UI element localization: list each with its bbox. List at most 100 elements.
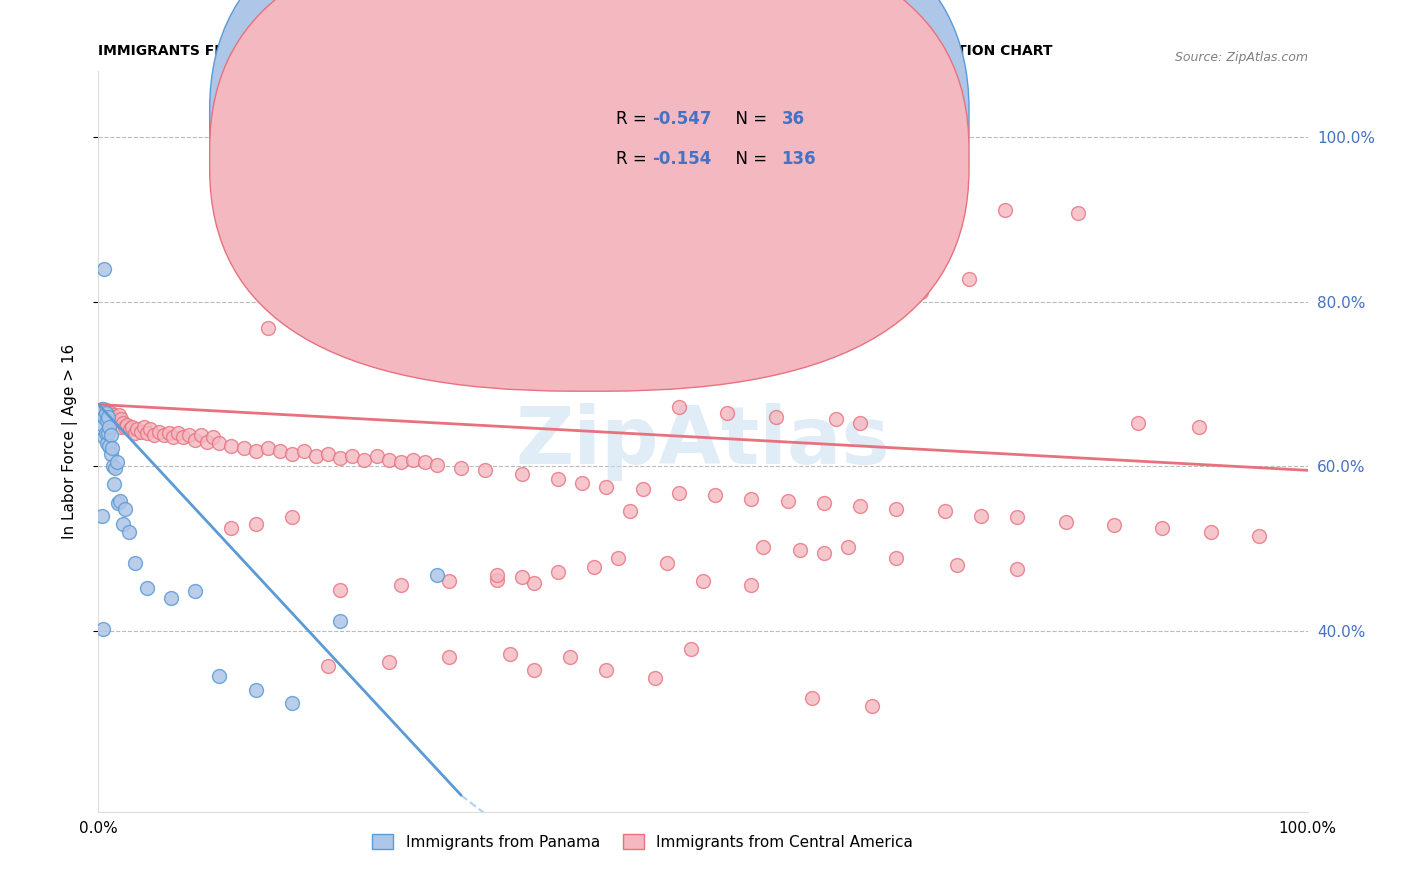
Point: [523, 576, 546, 591]
Point: [523, 663, 546, 677]
Point: [97, 406, 120, 420]
Point: [104, 461, 127, 475]
Point: [510, 570, 533, 584]
Point: [202, 430, 225, 444]
Point: [946, 558, 969, 572]
Point: [329, 450, 352, 465]
Point: [143, 428, 166, 442]
Point: [342, 450, 364, 464]
Point: [668, 485, 690, 500]
Point: [389, 578, 412, 592]
Point: [692, 574, 714, 589]
Point: [232, 441, 254, 455]
Point: [825, 411, 848, 425]
Point: [93, 430, 115, 444]
Point: [124, 556, 146, 570]
Point: [849, 499, 872, 513]
Point: [184, 584, 207, 599]
Point: [281, 696, 304, 710]
Text: -0.154: -0.154: [652, 150, 711, 168]
Point: [498, 647, 520, 661]
Point: [389, 455, 412, 469]
Point: [292, 228, 315, 243]
Point: [91, 622, 114, 636]
Point: [329, 582, 352, 597]
Point: [100, 447, 122, 461]
Point: [103, 477, 125, 491]
Point: [789, 543, 811, 558]
Point: [274, 252, 297, 266]
Point: [631, 482, 654, 496]
Point: [668, 400, 690, 414]
Point: [426, 567, 449, 582]
Point: [450, 461, 472, 475]
FancyBboxPatch shape: [209, 0, 969, 352]
Point: [837, 540, 859, 554]
Point: [100, 428, 122, 442]
Point: [486, 573, 509, 587]
Point: [752, 540, 775, 554]
Point: [108, 419, 131, 434]
Point: [474, 463, 496, 477]
Text: IMMIGRANTS FROM PANAMA VS IMMIGRANTS FROM CENTRAL AMERICA IN LABOR FORCE | AGE >: IMMIGRANTS FROM PANAMA VS IMMIGRANTS FRO…: [98, 44, 1053, 58]
Point: [135, 426, 157, 441]
Point: [118, 524, 141, 539]
Text: ZipAtlas: ZipAtlas: [516, 402, 890, 481]
Point: [124, 426, 146, 441]
Point: [103, 414, 125, 428]
Point: [245, 683, 267, 698]
Point: [583, 559, 606, 574]
Point: [263, 258, 285, 272]
Point: [994, 202, 1017, 217]
Point: [195, 434, 218, 449]
Point: [644, 672, 666, 686]
Point: [111, 417, 134, 431]
Point: [114, 419, 136, 434]
Point: [94, 403, 117, 417]
Point: [316, 447, 339, 461]
Point: [245, 516, 267, 531]
Point: [329, 614, 352, 628]
Point: [281, 510, 304, 524]
Point: [91, 418, 114, 433]
Point: [631, 360, 654, 375]
Point: [104, 409, 127, 424]
Point: [135, 581, 157, 595]
Point: [1007, 562, 1029, 576]
Point: [100, 406, 122, 420]
Point: [595, 663, 617, 677]
Point: [510, 467, 533, 482]
Point: [108, 493, 131, 508]
Point: [595, 480, 617, 494]
Point: [269, 444, 291, 458]
Point: [129, 425, 152, 439]
Point: [292, 444, 315, 458]
Point: [607, 551, 630, 566]
FancyBboxPatch shape: [209, 0, 969, 392]
Point: [789, 237, 811, 252]
Point: [167, 426, 190, 441]
Point: [957, 271, 980, 285]
Point: [94, 406, 117, 420]
Point: [111, 516, 134, 531]
Point: [105, 455, 128, 469]
Text: 136: 136: [782, 150, 817, 168]
Point: [118, 422, 141, 436]
Point: [160, 591, 183, 605]
Point: [98, 409, 121, 424]
Point: [571, 365, 593, 379]
Point: [1067, 206, 1090, 220]
Point: [208, 436, 231, 450]
Text: R =: R =: [616, 150, 652, 168]
Point: [305, 450, 328, 464]
Point: [813, 546, 835, 560]
Point: [107, 414, 129, 428]
Point: [655, 556, 678, 570]
Point: [110, 411, 132, 425]
Point: [558, 650, 581, 665]
Text: 36: 36: [782, 111, 804, 128]
Point: [353, 452, 375, 467]
Point: [437, 574, 460, 589]
Point: [679, 641, 702, 656]
Point: [860, 699, 883, 714]
